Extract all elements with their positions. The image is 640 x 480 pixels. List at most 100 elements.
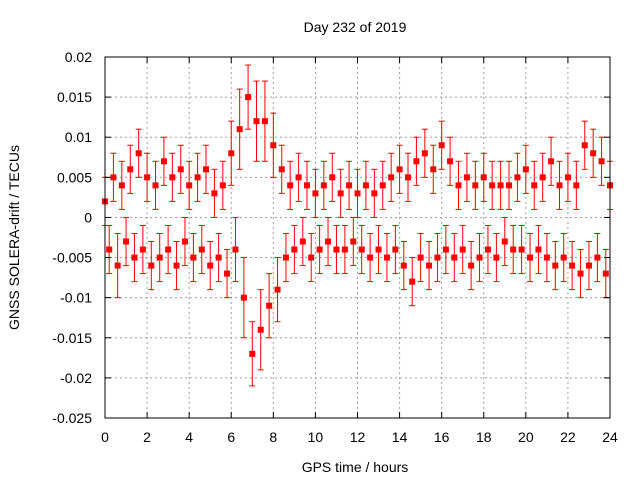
- data-point: [400, 241, 407, 291]
- data-marker: [396, 166, 403, 173]
- data-marker: [501, 238, 508, 245]
- data-marker: [257, 326, 264, 333]
- data-point: [152, 160, 159, 210]
- data-marker: [451, 254, 458, 261]
- data-point: [379, 160, 386, 210]
- data-marker: [308, 254, 315, 261]
- data-point: [249, 321, 256, 387]
- data-marker: [144, 174, 151, 181]
- data-point: [253, 80, 260, 162]
- data-point: [383, 232, 390, 283]
- data-marker: [211, 190, 218, 197]
- data-point: [123, 216, 130, 267]
- data-marker: [114, 262, 121, 269]
- axes: 0 2 4 6 8 10 12 14 16 18 20 22 24-0.025-0.02-0.015-0…: [52, 49, 618, 445]
- data-marker: [245, 94, 252, 101]
- data-marker: [543, 254, 550, 261]
- x-tick-label: 18: [476, 429, 492, 445]
- data-marker: [514, 174, 521, 181]
- data-marker: [219, 182, 226, 189]
- data-marker: [333, 246, 340, 253]
- x-tick-label: 2: [143, 429, 151, 445]
- data-point: [388, 152, 395, 202]
- y-tick-label: -0.005: [52, 250, 92, 266]
- data-point: [287, 160, 294, 210]
- x-tick-label: 20: [518, 429, 534, 445]
- data-marker: [316, 246, 323, 253]
- data-point: [535, 224, 542, 275]
- data-marker: [438, 142, 445, 149]
- x-tick-label: 6: [227, 429, 235, 445]
- data-point: [139, 224, 146, 275]
- y-tick-label: 0.005: [57, 169, 92, 185]
- data-marker: [295, 174, 302, 181]
- x-tick-label: 10: [308, 429, 324, 445]
- data-marker: [249, 350, 256, 357]
- x-tick-label: 22: [560, 429, 576, 445]
- data-marker: [573, 182, 580, 189]
- data-point: [118, 160, 125, 210]
- data-point: [497, 160, 504, 210]
- data-point: [522, 144, 529, 194]
- data-point: [106, 224, 113, 275]
- data-marker: [497, 182, 504, 189]
- y-tick-label: -0.025: [52, 410, 92, 426]
- data-marker: [261, 118, 268, 125]
- data-marker: [400, 262, 407, 269]
- data-point: [165, 224, 172, 275]
- data-point: [270, 112, 277, 178]
- data-point: [556, 160, 563, 210]
- data-marker: [207, 262, 214, 269]
- data-point: [358, 224, 365, 275]
- x-tick-label: 4: [185, 429, 193, 445]
- data-point: [375, 224, 382, 275]
- data-marker: [362, 182, 369, 189]
- data-marker: [417, 254, 424, 261]
- data-marker: [535, 246, 542, 253]
- data-point: [573, 160, 580, 210]
- data-point: [341, 224, 348, 275]
- data-point: [489, 160, 496, 210]
- data-marker: [493, 254, 500, 261]
- data-point: [396, 144, 403, 194]
- data-point: [476, 232, 483, 283]
- data-marker: [472, 182, 479, 189]
- data-marker: [447, 158, 454, 165]
- data-point: [240, 257, 247, 339]
- data-point: [569, 241, 576, 291]
- data-marker: [165, 246, 172, 253]
- y-tick-label: -0.015: [52, 330, 92, 346]
- data-marker: [527, 254, 534, 261]
- data-point: [594, 232, 601, 283]
- data-point: [274, 257, 281, 323]
- data-point: [417, 232, 424, 283]
- data-marker: [329, 174, 336, 181]
- data-marker: [405, 174, 411, 181]
- data-point: [194, 152, 201, 202]
- data-marker: [548, 158, 555, 165]
- data-marker: [480, 174, 487, 181]
- data-marker: [522, 166, 529, 173]
- data-point: [312, 168, 319, 218]
- data-marker: [426, 262, 433, 269]
- data-point: [135, 128, 142, 178]
- data-point: [215, 232, 222, 283]
- grid: [105, 57, 610, 418]
- data-marker: [320, 182, 327, 189]
- data-marker: [350, 238, 357, 245]
- data-point: [304, 160, 310, 210]
- x-tick-label: 12: [350, 429, 366, 445]
- data-point: [346, 160, 353, 210]
- data-point: [463, 152, 470, 202]
- data-marker: [510, 246, 517, 253]
- data-marker: [194, 174, 201, 181]
- data-marker: [346, 182, 353, 189]
- data-marker: [379, 182, 386, 189]
- data-point: [224, 249, 231, 299]
- data-point: [413, 136, 420, 186]
- data-point: [144, 152, 151, 202]
- data-point: [198, 224, 205, 275]
- data-point: [329, 152, 336, 202]
- data-point: [337, 168, 344, 218]
- data-point: [362, 160, 369, 210]
